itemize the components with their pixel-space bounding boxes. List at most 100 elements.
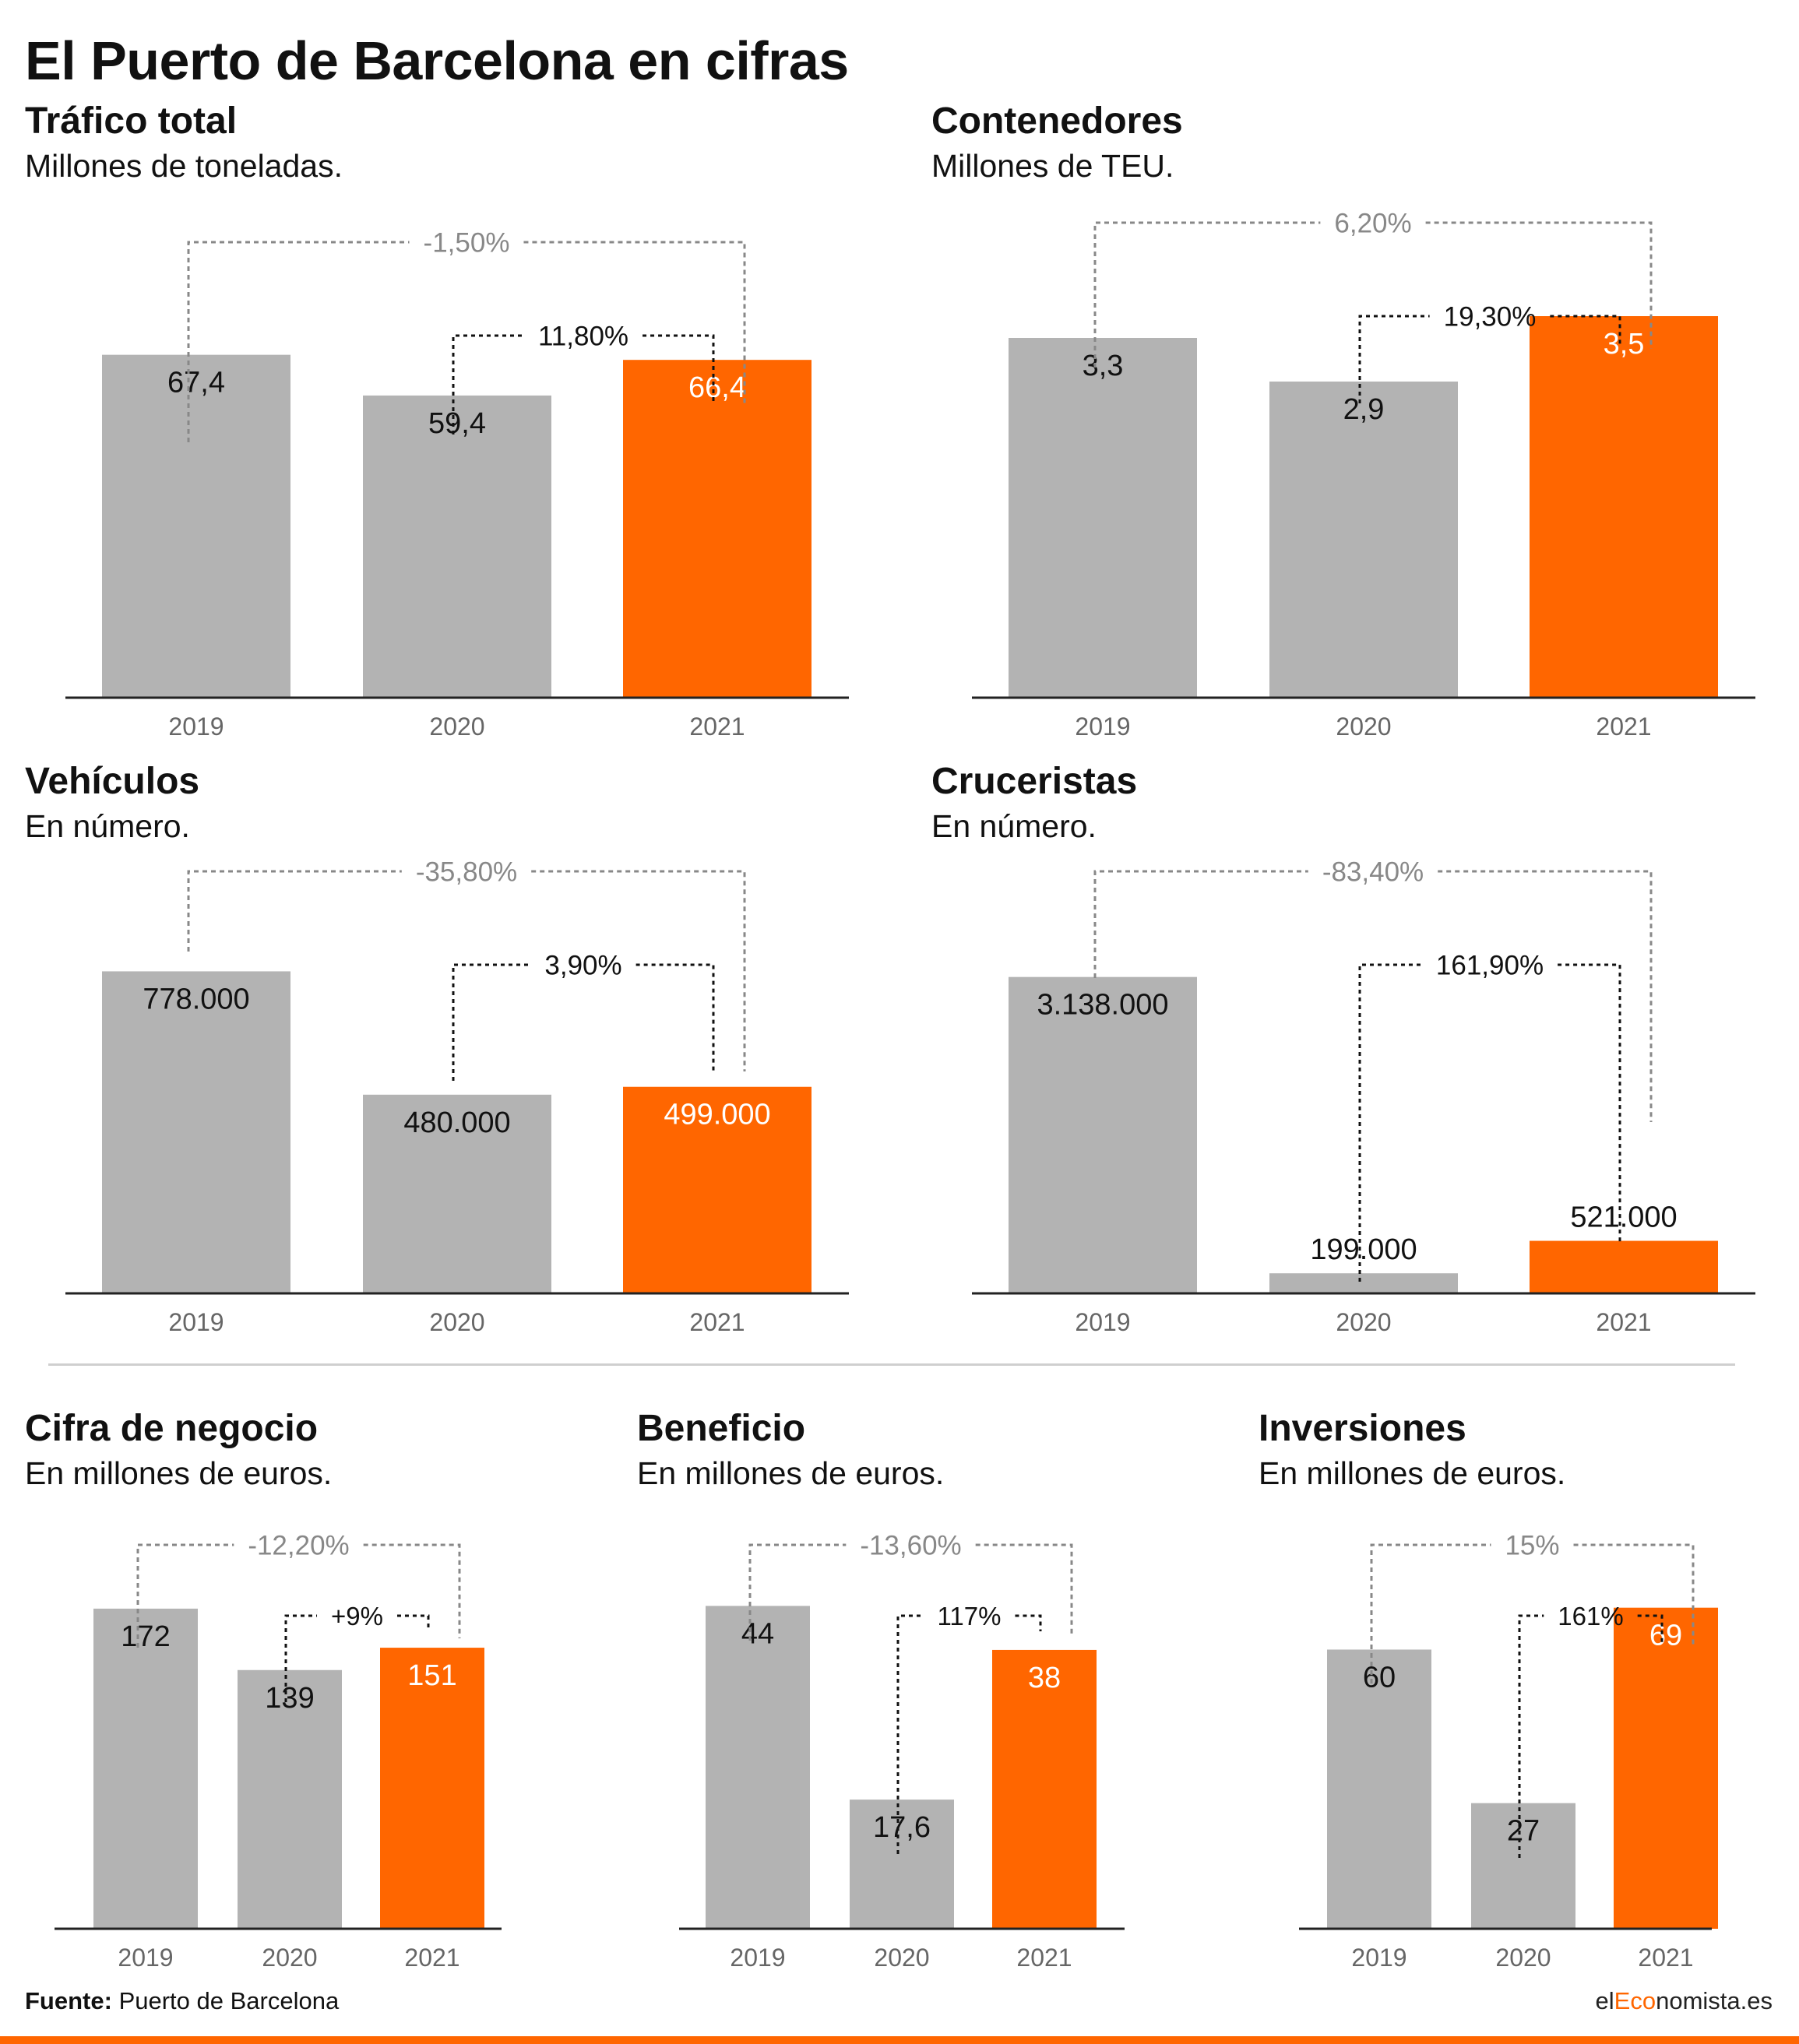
change-total-bracket-right-line bbox=[531, 870, 746, 1071]
change-yoy-bracket-right-line bbox=[1550, 315, 1621, 346]
year-label-2020: 2020 bbox=[1336, 1308, 1391, 1336]
source-note: Fuente: Puerto de Barcelona bbox=[25, 1987, 339, 2015]
change-yoy-bracket-right-line bbox=[642, 334, 715, 404]
bottom-accent-strip bbox=[0, 2036, 1799, 2044]
change-yoy-bracket-right-line bbox=[396, 1614, 430, 1628]
bar-2020 bbox=[1269, 382, 1458, 698]
panel-title: Vehículos bbox=[25, 761, 200, 802]
year-label-2019: 2019 bbox=[1351, 1944, 1406, 1972]
change-total-bracket-left-line bbox=[1370, 1543, 1491, 1683]
change-total-bracket: -35,80% bbox=[187, 857, 746, 1071]
change-total-bracket: -1,50% bbox=[187, 228, 746, 442]
year-label-2021: 2021 bbox=[689, 712, 745, 741]
value-label-2019: 67,4 bbox=[167, 367, 225, 399]
value-label-2021: 69 bbox=[1649, 1620, 1682, 1652]
bar-2019 bbox=[102, 971, 290, 1293]
value-label-2020: 2,9 bbox=[1343, 393, 1385, 426]
change-yoy-bracket-left-line bbox=[452, 334, 524, 434]
value-label-2021: 521.000 bbox=[1570, 1201, 1677, 1234]
bar-2019 bbox=[1327, 1649, 1431, 1929]
change-total-bracket-right-line bbox=[523, 241, 746, 405]
change-total-bracket-label: 6,20% bbox=[1334, 209, 1411, 239]
year-label-2021: 2021 bbox=[689, 1308, 745, 1336]
year-label-2021: 2021 bbox=[404, 1944, 459, 1972]
year-label-2021: 2021 bbox=[1596, 1308, 1651, 1336]
value-label-2021: 38 bbox=[1028, 1662, 1061, 1694]
bar-chart: 44 2019 17,6 2020 38 2021 -13,60% 117% bbox=[679, 1531, 1125, 1972]
bar-2021 bbox=[1530, 316, 1718, 698]
change-yoy-bracket: 117% bbox=[896, 1602, 1042, 1854]
bar-2021 bbox=[623, 360, 811, 698]
year-label-2021: 2021 bbox=[1016, 1944, 1072, 1972]
change-total-bracket: -12,20% bbox=[136, 1531, 461, 1648]
change-yoy-bracket-label: 11,80% bbox=[538, 322, 628, 352]
bar-2020 bbox=[1471, 1803, 1575, 1929]
change-total-bracket-left-line bbox=[187, 241, 410, 442]
change-yoy-bracket-label: 161% bbox=[1558, 1602, 1623, 1631]
change-yoy-bracket-left-line bbox=[896, 1614, 924, 1854]
value-label-2020: 59,4 bbox=[428, 407, 486, 440]
change-yoy-bracket-right-line bbox=[635, 963, 715, 1071]
value-label-2020: 17,6 bbox=[873, 1811, 931, 1844]
bar-2019 bbox=[1009, 338, 1197, 698]
panel-title: Cifra de negocio bbox=[25, 1408, 319, 1449]
change-total-bracket: 6,20% bbox=[1093, 209, 1653, 368]
change-yoy-bracket: +9% bbox=[284, 1602, 430, 1702]
value-label-2021: 3,5 bbox=[1604, 328, 1645, 361]
year-label-2019: 2019 bbox=[118, 1944, 173, 1972]
brand-logo: elEconomista.es bbox=[1595, 1987, 1773, 2014]
value-label-2019: 3,3 bbox=[1083, 350, 1124, 382]
year-label-2020: 2020 bbox=[1495, 1944, 1551, 1972]
panel-title: Inversiones bbox=[1259, 1408, 1466, 1449]
bar-2020 bbox=[238, 1669, 342, 1929]
panel-subtitle: En millones de euros. bbox=[1259, 1455, 1566, 1491]
bar-2021 bbox=[992, 1649, 1097, 1929]
change-total-bracket-label: -1,50% bbox=[424, 228, 510, 259]
bar-chart: 3,3 2019 2,9 2020 3,5 2021 6,20% 19,30% bbox=[972, 209, 1755, 741]
year-label-2019: 2019 bbox=[168, 1308, 224, 1336]
change-total-bracket-label: 15% bbox=[1505, 1531, 1559, 1561]
panel-subtitle: En número. bbox=[25, 808, 190, 844]
year-label-2020: 2020 bbox=[874, 1944, 929, 1972]
bar-chart: 778.000 2019 480.000 2020 499.000 2021 -35,80%… bbox=[65, 857, 849, 1336]
value-label-2021: 499.000 bbox=[664, 1099, 770, 1131]
change-yoy-bracket-label: 161,90% bbox=[1436, 951, 1544, 981]
change-yoy-bracket: 19,30% bbox=[1358, 302, 1621, 403]
year-label-2020: 2020 bbox=[429, 1308, 484, 1336]
change-total-bracket-right-line bbox=[1425, 221, 1653, 349]
bar-2021 bbox=[623, 1086, 811, 1293]
change-yoy-bracket: 11,80% bbox=[452, 322, 715, 434]
change-total-bracket: -13,60% bbox=[748, 1531, 1073, 1641]
change-yoy-bracket: 3,90% bbox=[452, 951, 715, 1081]
change-yoy-bracket-left-line bbox=[1358, 963, 1422, 1282]
change-total-bracket-right-line bbox=[1438, 870, 1653, 1122]
value-label-2020: 199.000 bbox=[1310, 1233, 1417, 1266]
change-total-bracket-right-line bbox=[363, 1543, 461, 1638]
value-label-2020: 139 bbox=[265, 1682, 314, 1715]
value-label-2021: 66,4 bbox=[688, 371, 746, 404]
change-yoy-bracket-left-line bbox=[1518, 1614, 1544, 1858]
change-total-bracket: 15% bbox=[1370, 1531, 1695, 1683]
bar-chart: 3.138.000 2019 199.000 2020 521.000 2021 -83,4… bbox=[972, 857, 1755, 1336]
change-total-bracket-label: -12,20% bbox=[248, 1531, 349, 1561]
change-yoy-bracket-label: 117% bbox=[938, 1602, 1002, 1631]
year-label-2021: 2021 bbox=[1596, 712, 1651, 741]
bar-2019 bbox=[93, 1608, 198, 1929]
value-label-2019: 778.000 bbox=[143, 983, 249, 1015]
change-yoy-bracket-label: 19,30% bbox=[1444, 302, 1537, 332]
change-total-bracket-left-line bbox=[136, 1543, 234, 1648]
source-name: Puerto de Barcelona bbox=[118, 1987, 340, 2014]
bar-2019 bbox=[706, 1606, 810, 1929]
year-label-2020: 2020 bbox=[429, 712, 484, 741]
change-yoy-bracket: 161,90% bbox=[1358, 951, 1621, 1282]
bar-2019 bbox=[102, 354, 290, 698]
panel-title: Cruceristas bbox=[931, 761, 1138, 802]
bar-2019 bbox=[1009, 976, 1197, 1293]
bar-chart: 67,4 2019 59,4 2020 66,4 2021 -1,50% 11,80% bbox=[65, 228, 849, 741]
value-label-2019: 44 bbox=[741, 1617, 774, 1650]
year-label-2020: 2020 bbox=[262, 1944, 317, 1972]
bar-2021 bbox=[1614, 1607, 1718, 1929]
year-label-2021: 2021 bbox=[1638, 1944, 1693, 1972]
bar-2020 bbox=[1269, 1273, 1458, 1293]
page-title: El Puerto de Barcelona en cifras bbox=[25, 30, 849, 91]
